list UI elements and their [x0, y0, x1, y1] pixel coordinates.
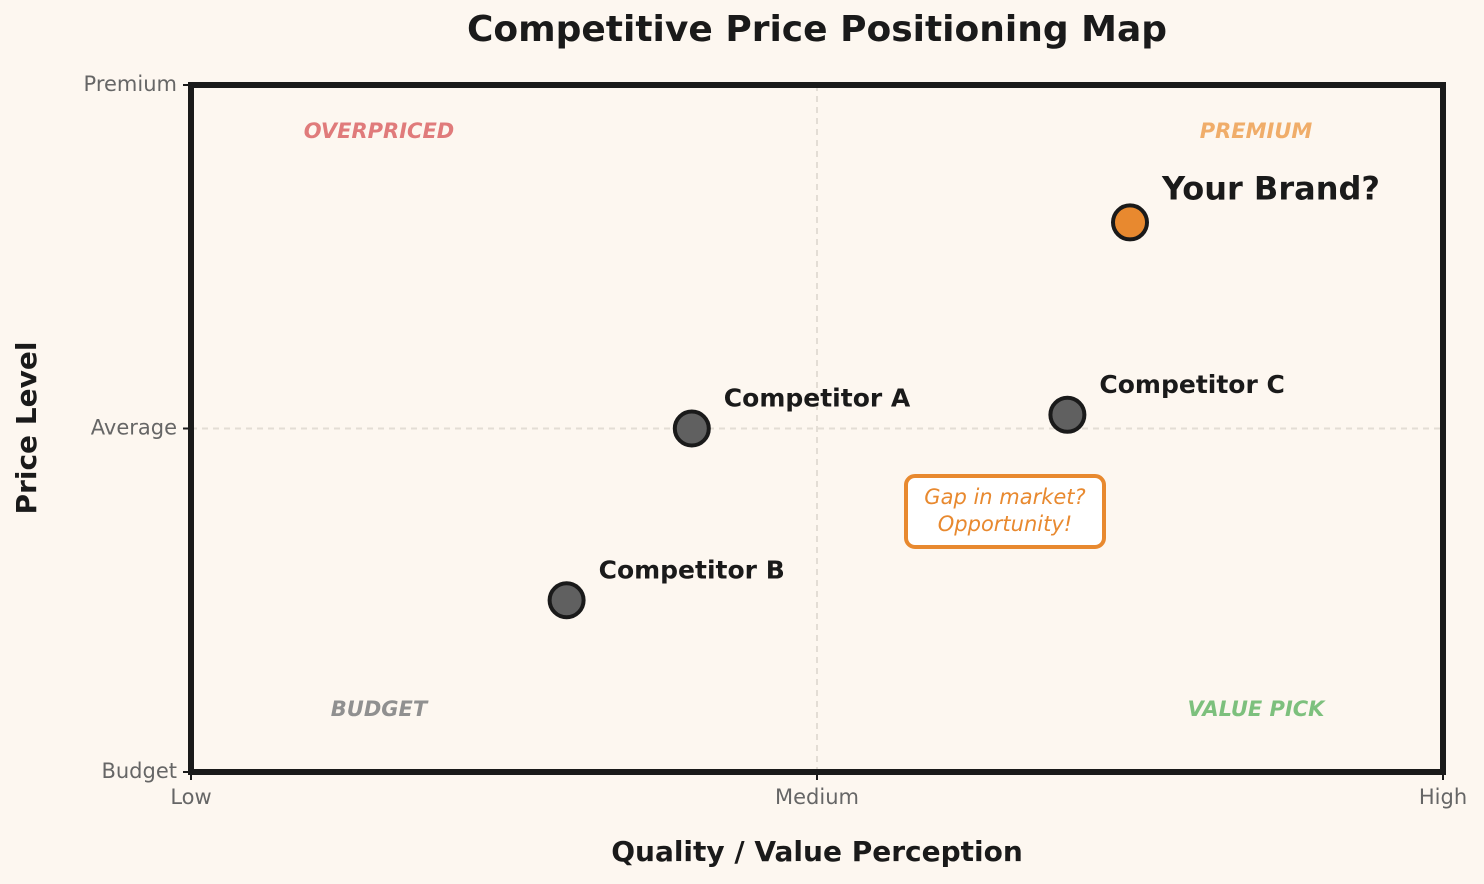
callout-text: Opportunity!	[938, 512, 1072, 536]
y-axis-label: Price Level	[10, 342, 43, 515]
chart-title: Competitive Price Positioning Map	[467, 9, 1167, 50]
x-axis-label: Quality / Value Perception	[611, 835, 1023, 868]
quadrant-label: VALUE PICK	[1188, 697, 1327, 721]
data-point	[672, 409, 711, 448]
data-point	[1048, 395, 1087, 434]
point-label: Competitor C	[1099, 370, 1284, 399]
y-tick-label: Premium	[84, 72, 177, 96]
x-tick-label: Medium	[775, 785, 859, 809]
quadrant-label: OVERPRICED	[304, 119, 454, 143]
point-label: Your Brand?	[1161, 169, 1380, 207]
point-label: Competitor B	[599, 555, 785, 584]
data-point	[1111, 203, 1149, 242]
x-tick-label: Low	[170, 785, 211, 809]
y-tick-label: Average	[91, 416, 177, 440]
data-point	[547, 581, 586, 620]
point-label: Competitor A	[724, 384, 911, 413]
quadrant-label: PREMIUM	[1200, 119, 1313, 143]
callout-box	[904, 474, 1106, 549]
y-tick-label: Budget	[101, 759, 177, 783]
x-tick-label: High	[1419, 785, 1467, 809]
plot-frame	[188, 82, 1446, 775]
quadrant-label: BUDGET	[331, 697, 429, 721]
callout-text: Gap in market?	[924, 485, 1085, 509]
